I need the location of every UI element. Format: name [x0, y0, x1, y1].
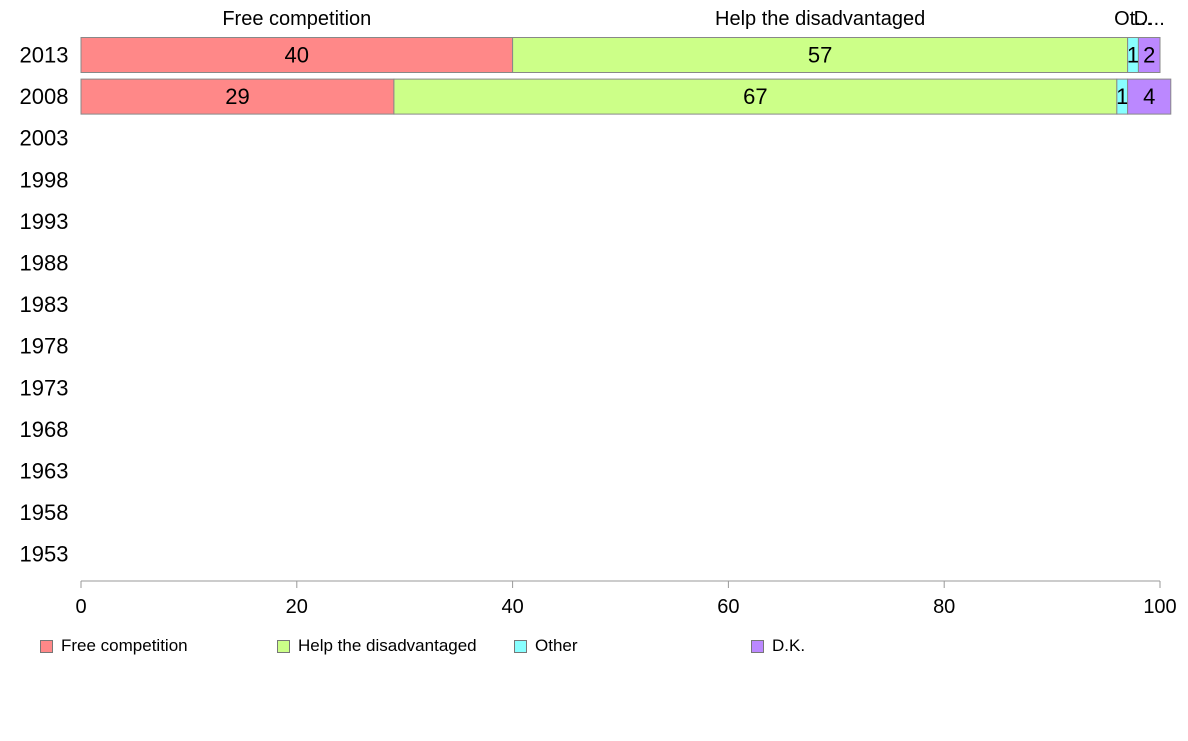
data-label: 4 — [1143, 84, 1155, 109]
x-tick-label: 80 — [933, 596, 955, 618]
category-label: 1998 — [20, 167, 69, 192]
top-segment-label: Ot... — [1114, 8, 1152, 30]
data-label: 57 — [808, 43, 832, 68]
category-label: 1968 — [20, 417, 69, 442]
legend-label: Other — [535, 636, 578, 655]
top-segment-label: D... — [1134, 8, 1165, 30]
category-label: 1958 — [20, 500, 69, 525]
legend-label: Help the disadvantaged — [298, 636, 477, 655]
legend-label: Free competition — [61, 636, 188, 655]
data-label: 40 — [285, 43, 309, 68]
category-label: 2008 — [20, 84, 69, 109]
bar-segment-help-the-disadvantaged — [512, 37, 1129, 73]
category-label: 1973 — [20, 375, 69, 400]
bar-segment-free-competition — [80, 37, 514, 73]
legend-swatch — [40, 639, 53, 653]
category-label: 1983 — [20, 292, 69, 317]
category-label: 1953 — [20, 542, 69, 567]
legend-item-other: Other — [514, 636, 578, 656]
x-tick-label: 100 — [1143, 596, 1176, 618]
x-tick-label: 0 — [75, 596, 86, 618]
legend-swatch — [514, 639, 527, 653]
legend-item-help-the-disadvantaged: Help the disadvantaged — [277, 636, 477, 656]
category-label: 1993 — [20, 209, 69, 234]
bar-segment-help-the-disadvantaged — [393, 78, 1118, 115]
x-tick-label: 40 — [501, 596, 523, 618]
x-tick-label: 20 — [286, 596, 308, 618]
legend-swatch — [751, 639, 764, 653]
category-label: 1978 — [20, 334, 69, 359]
data-label: 67 — [743, 84, 767, 109]
bar-segment-dk — [1127, 78, 1172, 115]
category-label: 2013 — [20, 43, 69, 68]
data-label: 1 — [1116, 84, 1128, 109]
legend-label: D.K. — [772, 636, 806, 655]
category-label: 1988 — [20, 251, 69, 276]
legend: Free competition Help the disadvantaged … — [40, 636, 1140, 658]
bar-segment-free-competition — [80, 78, 395, 115]
data-label: 1 — [1127, 43, 1139, 68]
category-label: 1963 — [20, 459, 69, 484]
top-segment-label: Free competition — [222, 8, 371, 30]
legend-item-dk: D.K. — [751, 636, 805, 656]
legend-item-free-competition: Free competition — [40, 636, 188, 656]
legend-swatch — [277, 639, 290, 653]
top-segment-label: Help the disadvantaged — [715, 8, 925, 30]
x-tick-label: 60 — [717, 596, 739, 618]
data-label: 29 — [225, 84, 249, 109]
data-label: 2 — [1143, 43, 1155, 68]
category-label: 2003 — [20, 126, 69, 151]
bar-segment-dk — [1137, 37, 1161, 73]
